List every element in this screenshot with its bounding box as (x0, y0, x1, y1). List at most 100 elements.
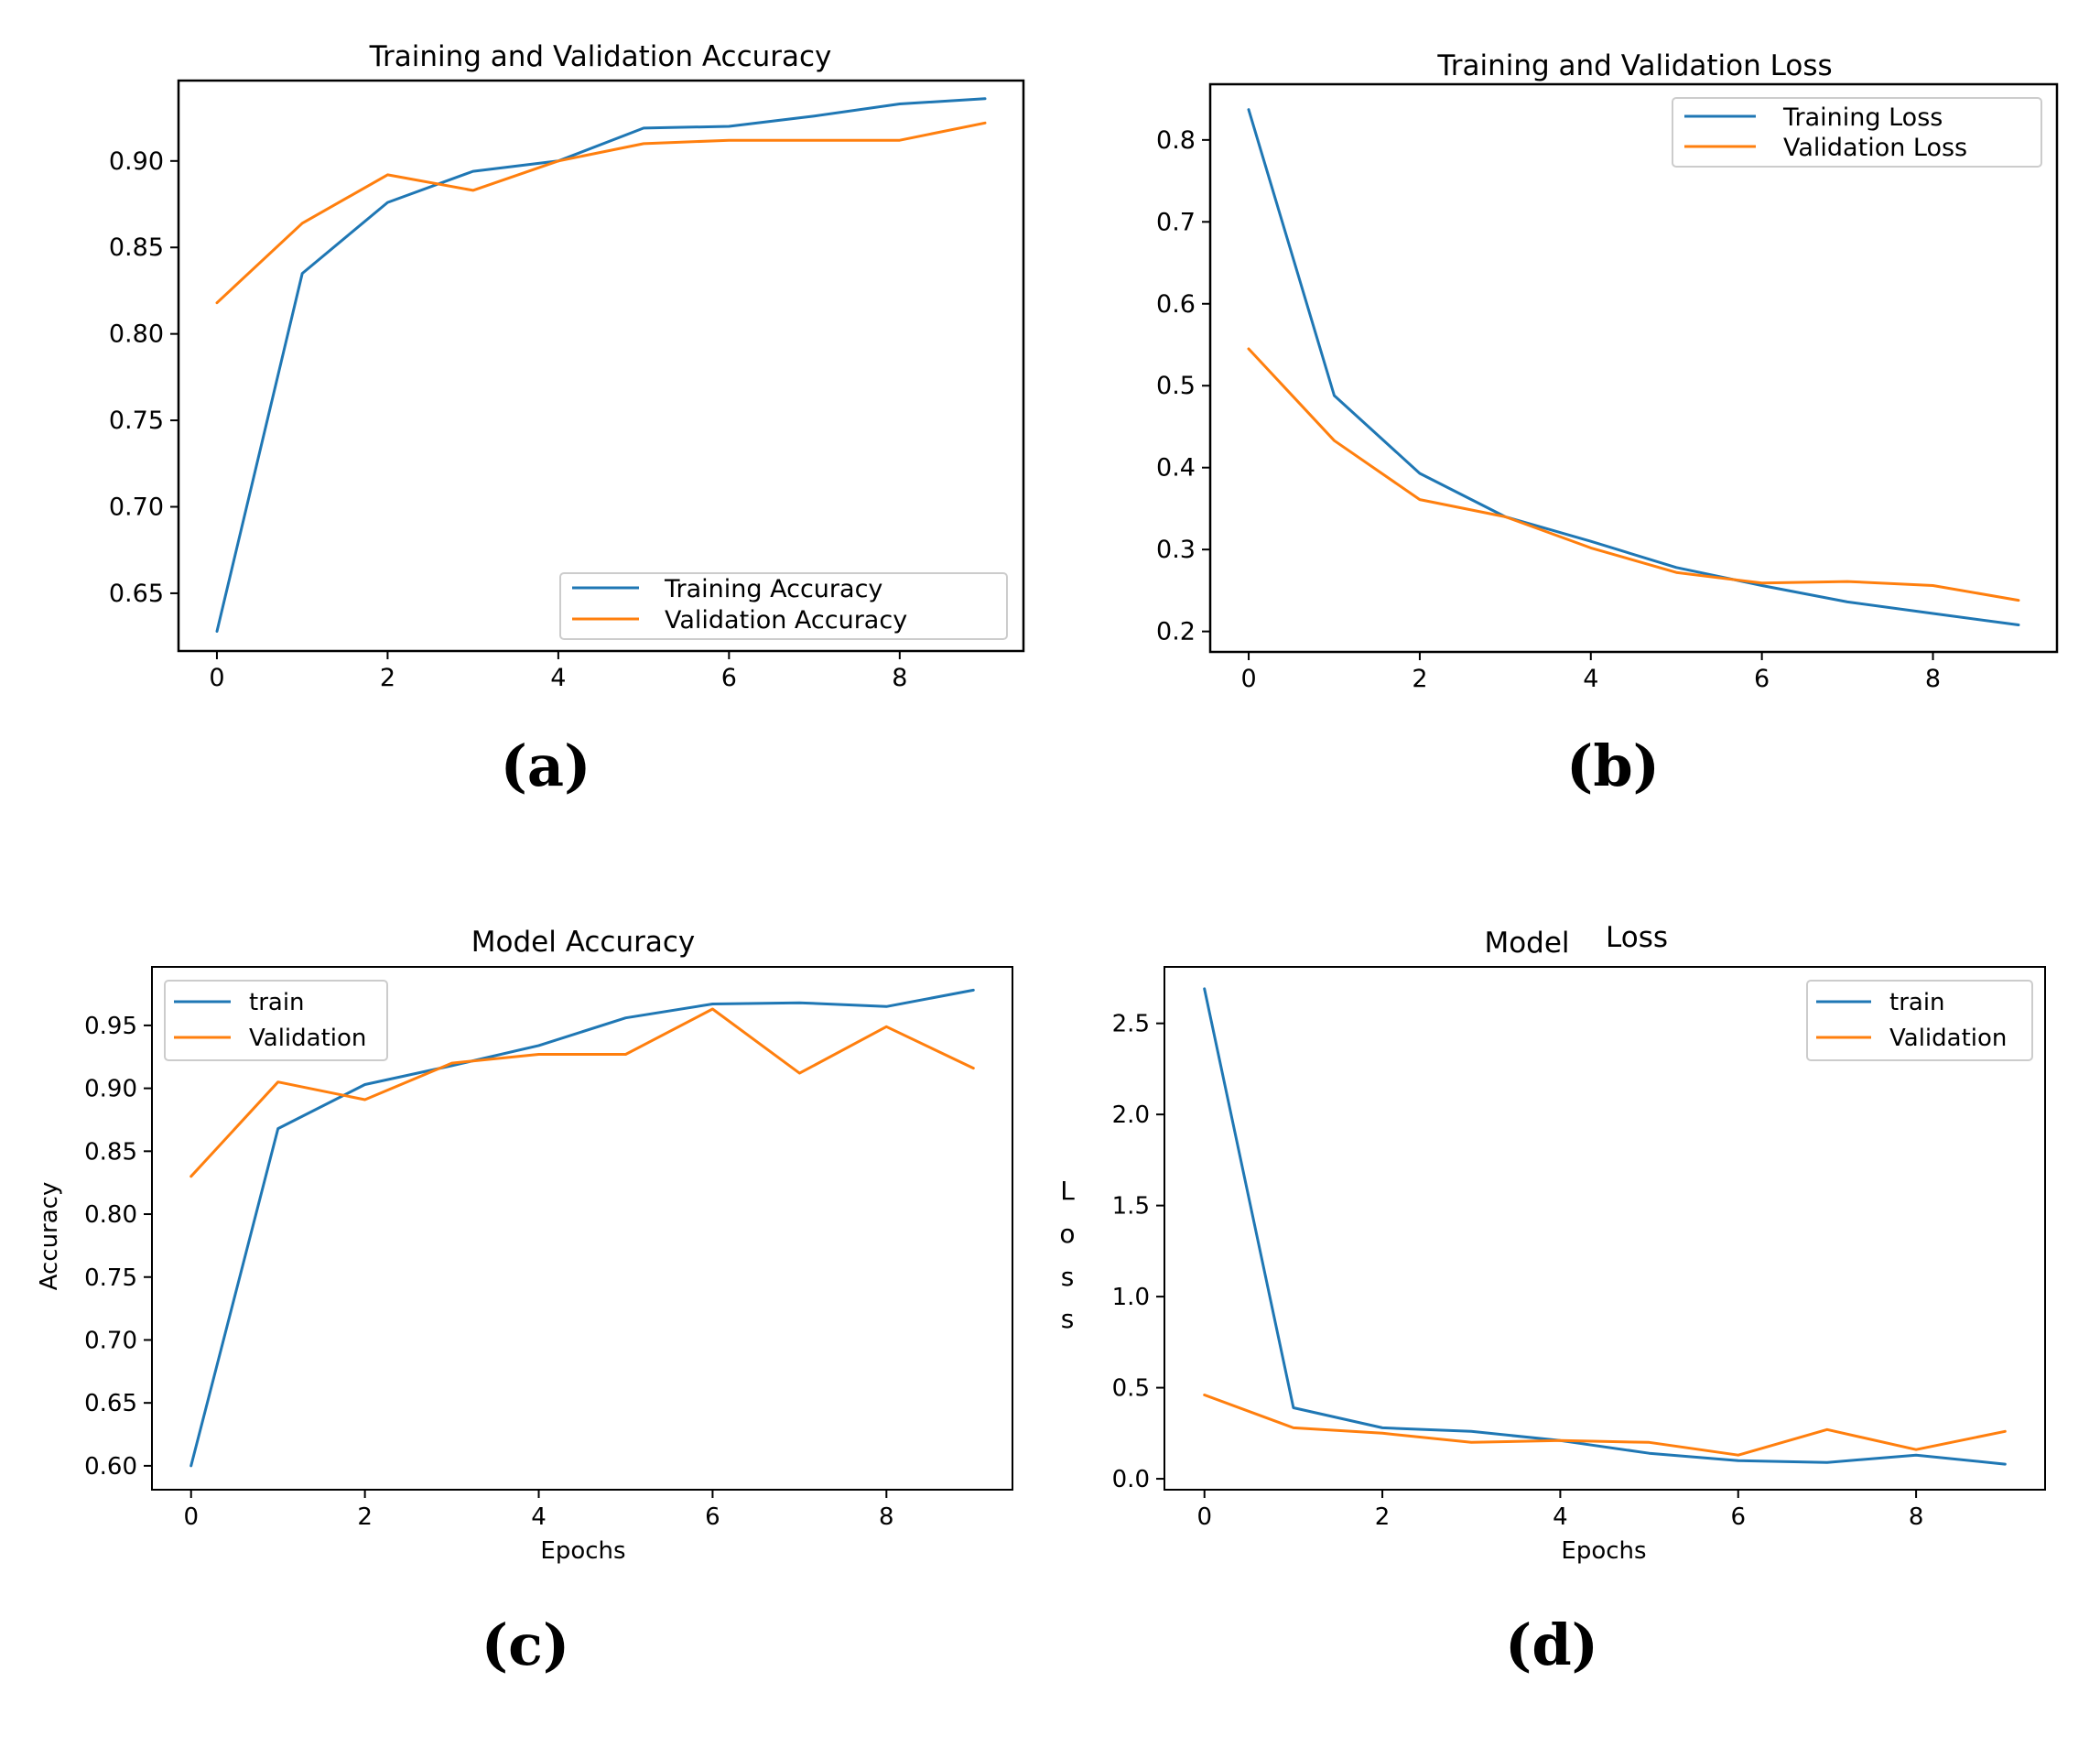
chart-d-title-loss: Loss (1606, 921, 1668, 954)
chart-d-legend-label-validation: Validation (1889, 1025, 2007, 1052)
chart-d-ylabel-char: s (1061, 1304, 1075, 1334)
chart-b-x-tick-label: 0 (1240, 665, 1256, 693)
chart-d-y-tick-label: 1.5 (1112, 1193, 1150, 1221)
chart-a-x-tick-label: 4 (550, 664, 566, 692)
chart-a-x-tick-label: 2 (380, 664, 395, 692)
chart-c-y-tick-label: 0.85 (84, 1138, 137, 1166)
chart-b-legend-label-training: Training Loss (1782, 103, 1943, 132)
chart-b-y-tick-label: 0.6 (1156, 290, 1196, 319)
chart-a-y-tick-label: 0.65 (109, 580, 164, 608)
chart-b-y-tick-label: 0.7 (1156, 208, 1196, 236)
chart-d-x-tick-label: 0 (1196, 1503, 1212, 1531)
chart-b-legend: Training Loss Validation Loss (1672, 97, 2042, 168)
chart-c-x-tick-label: 6 (705, 1503, 720, 1531)
panel-label-d: (d) (1505, 1611, 1598, 1678)
chart-b-x-tick-label: 2 (1412, 665, 1427, 693)
chart-b-plot-frame (1208, 82, 2059, 654)
chart-c: Model Accuracy 0 2 4 6 8 0.60 0.65 0.70 0.75 0.80… (36, 926, 1013, 1678)
chart-c-y-tick-label: 0.65 (84, 1390, 137, 1417)
chart-d-y-tick-label: 2.0 (1112, 1101, 1150, 1129)
chart-b-series (1247, 108, 2020, 626)
chart-a-title: Training and Validation Accuracy (369, 40, 832, 73)
chart-b-legend-box (1672, 97, 2042, 168)
chart-b-y-tick-label: 0.5 (1156, 372, 1196, 400)
chart-d-ylabel-char: o (1059, 1219, 1075, 1249)
chart-d-x-tick-label: 4 (1553, 1503, 1568, 1531)
chart-a: Training and Validation Accuracy 0 2 4 6 8 0.… (109, 40, 1025, 799)
chart-b-y-tick-label: 0.4 (1156, 454, 1196, 483)
chart-b-y-tick-label: 0.3 (1156, 536, 1196, 564)
chart-a-legend: Training Accuracy Validation Accuracy (559, 572, 1008, 640)
chart-d-x-tick-label: 2 (1375, 1503, 1391, 1531)
chart-c-x-tick-label: 2 (357, 1503, 373, 1531)
chart-a-legend-label-validation: Validation Accuracy (665, 606, 907, 635)
chart-a-x-tick-label: 0 (209, 664, 224, 692)
chart-d-y-tick-label: 0.5 (1112, 1375, 1150, 1403)
chart-d-plot-frame (1164, 966, 2046, 1491)
chart-d-legend-label-train: train (1889, 989, 1945, 1016)
chart-a-y-tick-label: 0.70 (109, 494, 164, 522)
chart-c-x-tick-label: 8 (879, 1503, 894, 1531)
chart-a-y-tick-label: 0.80 (109, 320, 164, 349)
chart-b: Training and Validation Loss 0 2 4 6 8 0.2 0.3… (1156, 49, 2059, 799)
chart-b-title: Training and Validation Loss (1436, 49, 1832, 82)
chart-a-ticks: 0 2 4 6 8 0.65 0.70 0.75 0.80 0.85 0.90 (109, 147, 908, 692)
chart-d-ticks: 0 2 4 6 8 0.0 0.5 1.0 1.5 2.0 2.5 (1112, 1011, 1924, 1531)
chart-a-x-tick-label: 8 (892, 664, 907, 692)
chart-b-x-tick-label: 8 (1925, 665, 1941, 693)
chart-a-legend-label-training: Training Accuracy (664, 575, 882, 603)
chart-c-series-train-line (189, 988, 975, 1468)
chart-c-ylabel: Accuracy (36, 1182, 63, 1291)
chart-c-legend-label-train: train (249, 989, 305, 1016)
chart-b-y-tick-label: 0.2 (1156, 618, 1196, 646)
chart-c-y-tick-label: 0.60 (84, 1453, 137, 1481)
chart-a-y-tick-label: 0.75 (109, 407, 164, 435)
panel-label-b: (b) (1566, 732, 1660, 799)
chart-c-y-tick-label: 0.90 (84, 1076, 137, 1103)
chart-c-x-tick-label: 0 (183, 1503, 199, 1531)
panel-label-a: (a) (501, 732, 591, 799)
chart-d-y-tick-label: 0.0 (1112, 1466, 1150, 1493)
chart-c-x-tick-label: 4 (531, 1503, 547, 1531)
chart-c-legend-label-validation: Validation (249, 1025, 366, 1052)
chart-a-y-tick-label: 0.85 (109, 233, 164, 262)
chart-c-legend: train Validation (164, 980, 388, 1061)
chart-d-x-tick-label: 6 (1730, 1503, 1746, 1531)
chart-c-series (189, 988, 975, 1468)
chart-c-y-tick-label: 0.75 (84, 1264, 137, 1292)
chart-c-xlabel: Epochs (540, 1537, 625, 1565)
chart-b-legend-label-validation: Validation Loss (1783, 134, 1967, 162)
chart-a-y-tick-label: 0.90 (109, 147, 164, 176)
chart-d-y-tick-label: 2.5 (1112, 1011, 1150, 1038)
chart-c-ticks: 0 2 4 6 8 0.60 0.65 0.70 0.75 0.80 0.85 0.90 0.95 (84, 1013, 893, 1531)
chart-a-series-training-accuracy-line (215, 97, 987, 633)
chart-c-plot-frame (151, 966, 1013, 1491)
chart-d-x-tick-label: 8 (1909, 1503, 1924, 1531)
chart-d-xlabel: Epochs (1561, 1537, 1646, 1565)
chart-d-ylabel-char: L (1060, 1176, 1075, 1206)
chart-b-ticks: 0 2 4 6 8 0.2 0.3 0.4 0.5 0.6 0.7 0.8 (1156, 126, 1941, 693)
chart-b-x-tick-label: 4 (1583, 665, 1598, 693)
chart-d-y-tick-label: 1.0 (1112, 1284, 1150, 1311)
chart-d: Model Loss 0 2 4 6 80.00.51.01.52.02.5 Epoch… (1059, 921, 2046, 1678)
chart-c-title: Model Accuracy (471, 926, 695, 959)
chart-b-y-tick-label: 0.8 (1156, 126, 1196, 155)
chart-c-y-tick-label: 0.80 (84, 1201, 137, 1229)
chart-d-series (1203, 987, 2007, 1466)
chart-b-x-tick-label: 6 (1754, 665, 1770, 693)
chart-d-ylabel-char: s (1061, 1262, 1075, 1292)
chart-d-series-validation-line (1203, 1394, 2007, 1457)
chart-d-legend: train Validation (1806, 980, 2033, 1061)
chart-a-legend-box (559, 572, 1008, 640)
chart-a-x-tick-label: 6 (721, 664, 737, 692)
panel-label-c: (c) (482, 1611, 569, 1678)
chart-a-series-validation-accuracy-line (215, 121, 987, 305)
chart-b-series-validation-loss-line (1247, 347, 2020, 602)
chart-a-series (215, 97, 987, 633)
chart-b-series-training-loss-line (1247, 108, 2020, 626)
chart-a-plot-frame (177, 79, 1025, 653)
chart-c-y-tick-label: 0.95 (84, 1013, 137, 1040)
chart-d-ylabel: L o s s (1059, 1176, 1075, 1334)
